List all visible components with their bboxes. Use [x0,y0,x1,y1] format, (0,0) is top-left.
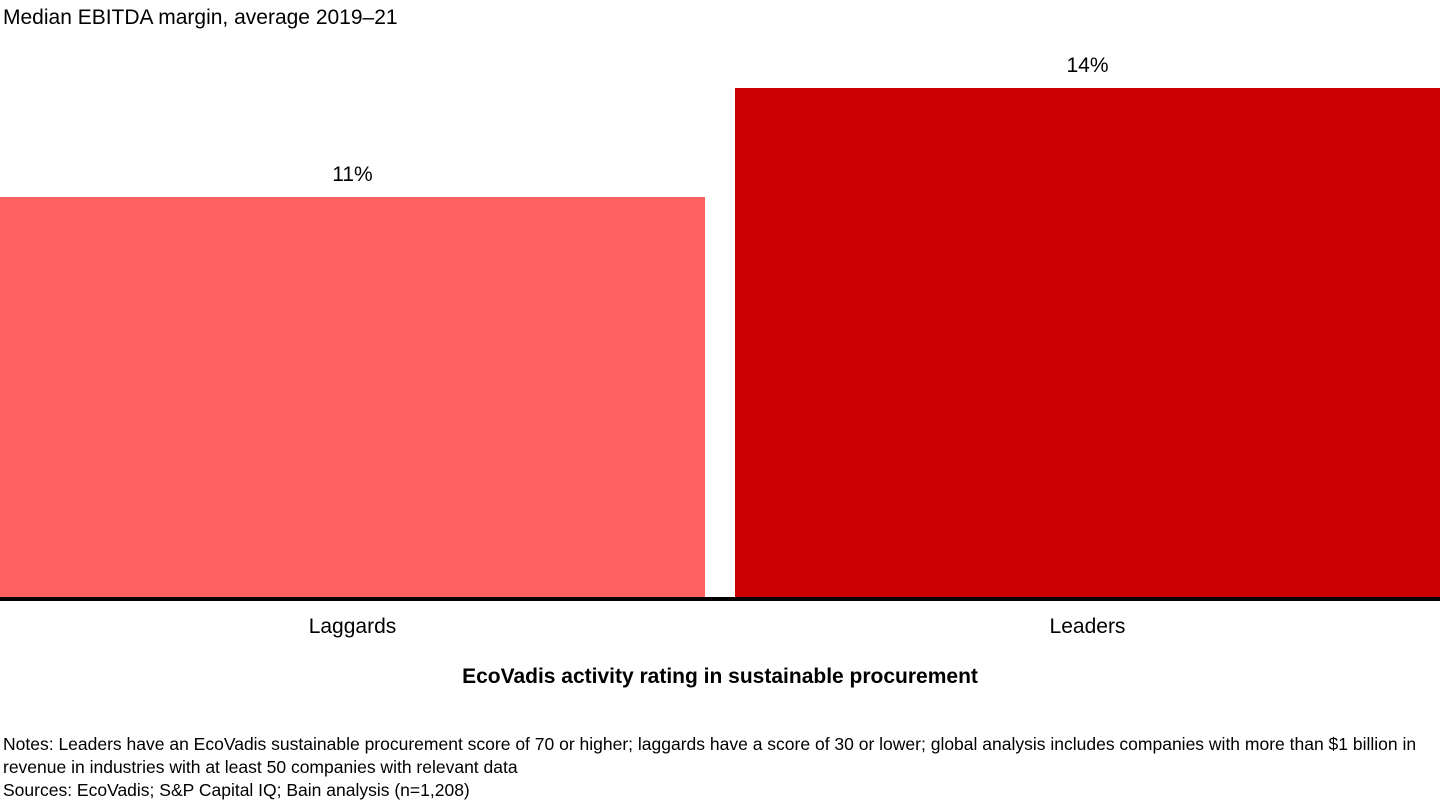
plot-area: Median EBITDA margin, average 2019–21 11… [0,0,1440,597]
bar-value-label-laggards: 11% [332,163,373,186]
category-label-leaders: Leaders [1049,615,1126,638]
sources-text: Sources: EcoVadis; S&P Capital IQ; Bain … [3,780,470,801]
category-label-laggards: Laggards [308,615,397,638]
chart-title: Median EBITDA margin, average 2019–21 [3,6,398,29]
bar-group-leaders: 14% [735,0,1440,597]
x-axis-title: EcoVadis activity rating in sustainable … [462,665,978,688]
footnotes: Notes: Leaders have an EcoVadis sustaina… [3,733,1437,802]
bar-value-label-leaders: 14% [1066,54,1109,77]
category-axis: Laggards Leaders [0,615,1440,643]
x-axis-baseline [0,597,1440,601]
bar-laggards [0,197,705,597]
bar-group-laggards: 11% [0,0,705,597]
notes-text: Notes: Leaders have an EcoVadis sustaina… [3,734,1417,778]
bar-leaders [735,88,1440,597]
